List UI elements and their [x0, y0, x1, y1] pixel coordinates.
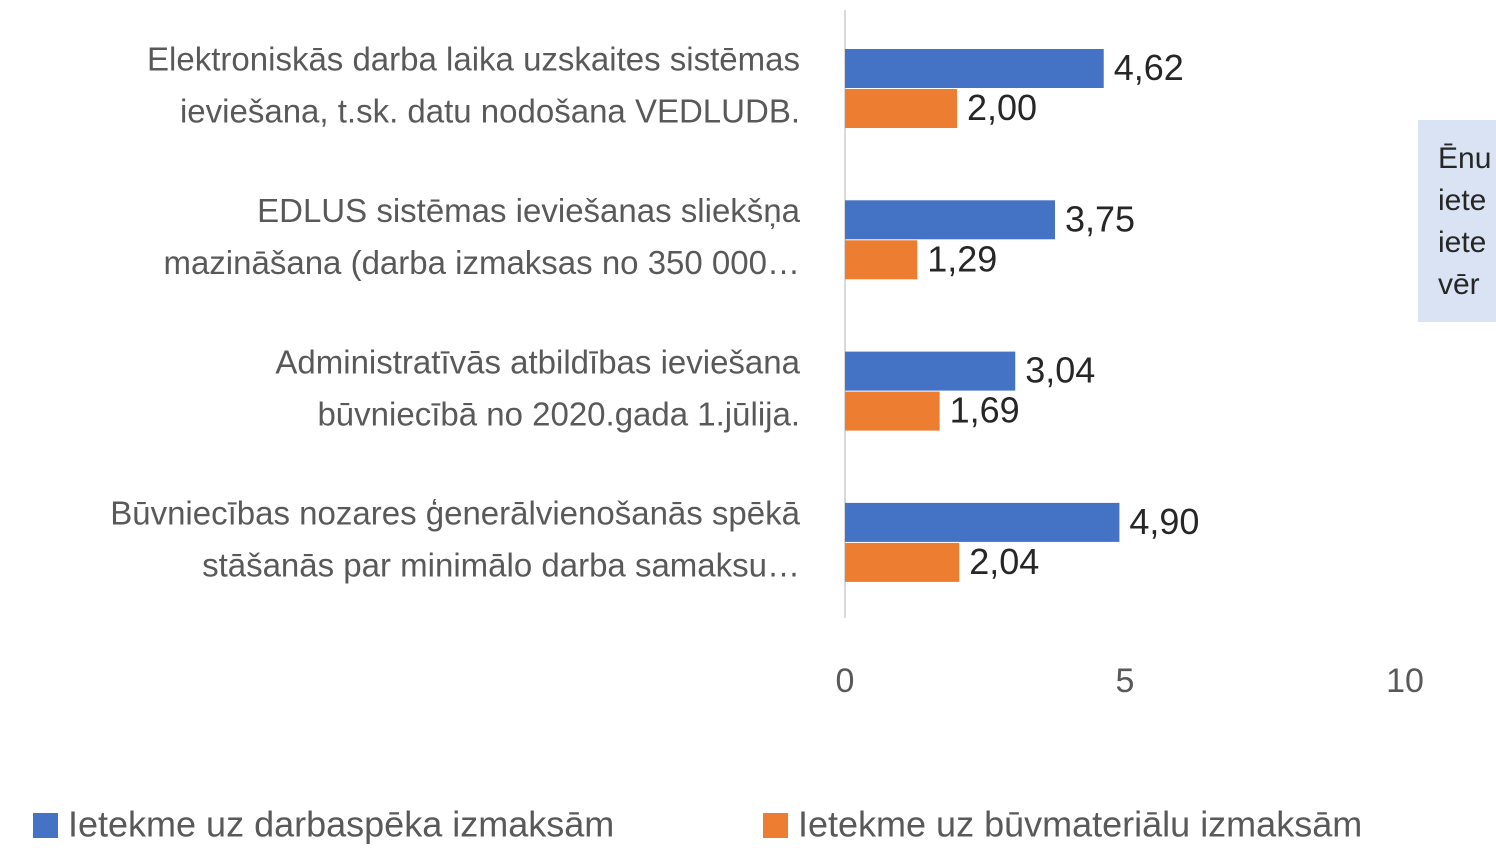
value-label: 3,75 — [1065, 198, 1135, 239]
category-label: EDLUS sistēmas ieviešanas sliekšņa — [257, 192, 801, 229]
value-label: 2,04 — [969, 541, 1039, 582]
value-label: 4,62 — [1114, 47, 1184, 88]
value-label: 3,04 — [1025, 350, 1095, 391]
value-label: 2,00 — [967, 87, 1037, 128]
legend-swatch — [33, 813, 58, 838]
x-tick-label: 5 — [1116, 662, 1135, 700]
legend-label: Ietekme uz darbaspēka izmaksām — [68, 804, 614, 845]
value-label: 4,90 — [1129, 501, 1199, 542]
category-label: Administratīvās atbildības ieviešana — [275, 343, 800, 380]
legend-swatch — [763, 813, 788, 838]
bar — [845, 391, 940, 431]
bar — [845, 200, 1055, 240]
bar — [845, 502, 1120, 542]
bar — [845, 89, 957, 128]
annotation-box — [1418, 120, 1496, 322]
annotation-text: iete — [1438, 184, 1486, 217]
annotation-text: vēr — [1438, 268, 1480, 301]
value-label: 1,69 — [950, 390, 1020, 431]
category-label: ieviešana, t.sk. datu nodošana VEDLUDB. — [180, 93, 800, 130]
value-label: 1,29 — [927, 238, 997, 279]
x-tick-label: 10 — [1386, 662, 1424, 700]
bar — [845, 49, 1104, 88]
category-label: Būvniecības nozares ģenerālvienošanās sp… — [110, 495, 800, 532]
category-label: stāšanās par minimālo darba samaksu… — [202, 547, 800, 584]
bar — [845, 542, 960, 582]
category-label: mazināšana (darba izmaksas no 350 000… — [163, 244, 800, 281]
legend-label: Ietekme uz būvmateriālu izmaksām — [798, 804, 1362, 845]
bar — [845, 240, 918, 280]
annotation-text: Ēnu — [1438, 142, 1491, 175]
annotation-text: iete — [1438, 226, 1486, 259]
bar — [845, 351, 1016, 391]
x-tick-label: 0 — [836, 662, 855, 700]
category-label: būvniecībā no 2020.gada 1.jūlija. — [317, 395, 800, 432]
category-label: Elektroniskās darba laika uzskaites sist… — [147, 41, 800, 78]
